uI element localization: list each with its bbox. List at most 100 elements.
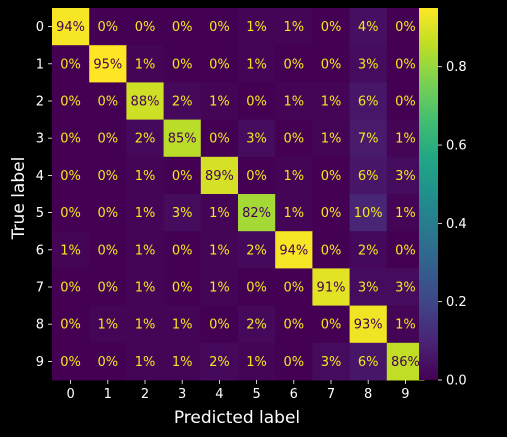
- cell-value-label: 0%: [246, 281, 267, 296]
- heatmap-cell: [312, 342, 351, 381]
- heatmap-cell: [52, 305, 90, 344]
- heatmap-cell: [163, 342, 202, 381]
- x-tick-label: 1: [104, 387, 112, 402]
- heatmap-cell: [349, 82, 388, 121]
- cell-value-label: 0%: [172, 57, 193, 72]
- heatmap-cell: [52, 8, 90, 46]
- heatmap-cell: [349, 156, 388, 195]
- heatmap-cell: [238, 268, 276, 307]
- heatmap-cell: [89, 156, 127, 195]
- heatmap-cell: [89, 82, 127, 121]
- cell-value-label: 0%: [321, 206, 342, 221]
- cell-value-label: 0%: [395, 95, 416, 110]
- heatmap-cell: [238, 342, 276, 381]
- cell-value-label: 0%: [135, 20, 156, 35]
- heatmap-cell: [200, 45, 239, 83]
- cell-value-label: 1%: [246, 57, 267, 72]
- heatmap-cell: [312, 268, 351, 307]
- cell-value-label: 0%: [97, 355, 118, 370]
- heatmap-cell: [349, 231, 388, 269]
- cell-value-label: 2%: [358, 243, 379, 258]
- cell-value-label: 1%: [135, 243, 156, 258]
- heatmap-cell: [200, 82, 239, 121]
- cell-value-label: 0%: [283, 318, 304, 333]
- cell-value-label: 0%: [283, 281, 304, 296]
- heatmap-cell: [386, 82, 425, 121]
- y-tick-label: 4: [36, 169, 44, 184]
- cell-value-label: 0%: [60, 169, 81, 184]
- heatmap-cell: [52, 119, 90, 158]
- cell-value-label: 6%: [358, 355, 379, 370]
- cell-value-label: 1%: [135, 169, 156, 184]
- heatmap-cell: [126, 342, 165, 381]
- cell-value-label: 1%: [135, 206, 156, 221]
- cell-value-label: 0%: [60, 281, 81, 296]
- colorbar-tick-label: 0.8: [446, 60, 467, 75]
- cell-value-label: 95%: [93, 57, 122, 72]
- cell-value-label: 0%: [97, 169, 118, 184]
- heatmap-cell: [163, 119, 202, 158]
- cell-value-label: 0%: [172, 281, 193, 296]
- cell-value-label: 0%: [60, 95, 81, 110]
- cell-value-label: 0%: [395, 57, 416, 72]
- heatmap-cell: [312, 8, 351, 46]
- y-tick-label: 0: [36, 20, 44, 35]
- colorbar-tick-label: 0.6: [446, 139, 467, 154]
- heatmap-cell: [386, 8, 425, 46]
- cell-value-label: 2%: [246, 243, 267, 258]
- heatmap-cell: [52, 268, 90, 307]
- cell-value-label: 1%: [283, 206, 304, 221]
- heatmap-cell: [386, 268, 425, 307]
- cell-value-label: 10%: [354, 206, 383, 221]
- heatmap-cell: [349, 8, 388, 46]
- heatmap-cell: [386, 342, 425, 381]
- heatmap-cell: [200, 268, 239, 307]
- cell-value-label: 7%: [358, 132, 379, 147]
- heatmap-cell: [89, 8, 127, 46]
- cell-value-label: 1%: [97, 318, 118, 333]
- heatmap-cell: [52, 156, 90, 195]
- heatmap-cell: [386, 305, 425, 344]
- heatmap-cell: [349, 119, 388, 158]
- heatmap-cell: [275, 231, 313, 269]
- heatmap-cell: [89, 119, 127, 158]
- cell-value-label: 0%: [97, 281, 118, 296]
- y-tick-label: 8: [36, 318, 44, 333]
- heatmap-cell: [200, 231, 239, 269]
- heatmap-cell: [163, 305, 202, 344]
- cell-value-label: 0%: [209, 132, 230, 147]
- heatmap-cell: [126, 305, 165, 344]
- heatmap-cell: [238, 8, 276, 46]
- heatmap-cell: [126, 8, 165, 46]
- y-axis-ticks: 0 1 2 3 4 5 6 7 8 9: [36, 20, 52, 370]
- heatmap-cell: [163, 194, 202, 232]
- heatmap-cell: [163, 231, 202, 269]
- heatmap-cell: [275, 119, 313, 158]
- heatmap-cell: [52, 82, 90, 121]
- heatmap-cell: [89, 268, 127, 307]
- heatmap-cell: [275, 194, 313, 232]
- cell-value-label: 0%: [60, 318, 81, 333]
- heatmap-cell: [163, 156, 202, 195]
- cell-value-label: 94%: [279, 243, 308, 258]
- cell-value-label: 1%: [283, 95, 304, 110]
- heatmap-cell: [200, 342, 239, 381]
- heatmap-cell: [200, 156, 239, 195]
- cell-value-label: 1%: [321, 95, 342, 110]
- heatmap-cell: [312, 305, 351, 344]
- heatmap-cell: [312, 82, 351, 121]
- cell-value-label: 1%: [209, 95, 230, 110]
- heatmap-cell: [52, 342, 90, 381]
- cell-value-label: 3%: [395, 169, 416, 184]
- cell-value-label: 0%: [283, 355, 304, 370]
- heatmap-cell: [386, 231, 425, 269]
- heatmap-cell: [386, 45, 425, 83]
- heatmap-cell: [238, 305, 276, 344]
- heatmap-cell: [312, 45, 351, 83]
- heatmap-cell: [200, 8, 239, 46]
- y-tick-label: 2: [36, 95, 44, 110]
- cell-value-label: 85%: [168, 132, 197, 147]
- heatmap-cell: [200, 119, 239, 158]
- heatmap-cell: [275, 305, 313, 344]
